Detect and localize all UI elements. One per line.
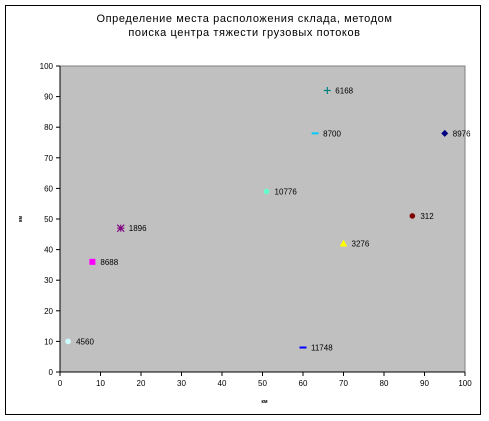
y-tick-label: 0 (49, 368, 54, 377)
data-point-square (89, 258, 96, 265)
x-tick-label: 70 (339, 379, 348, 388)
chart-title-line-2: поиска центра тяжести грузовых потоков (128, 27, 361, 39)
x-tick-label: 60 (299, 379, 308, 388)
y-tick-label: 70 (44, 154, 53, 163)
y-tick-label: 30 (44, 276, 53, 285)
data-point-label: 8976 (453, 129, 471, 138)
x-tick-label: 80 (380, 379, 389, 388)
y-tick-label: 90 (44, 93, 53, 102)
data-point-triangle (339, 239, 348, 247)
x-tick-label: 0 (58, 379, 63, 388)
y-tick-label: 80 (44, 123, 53, 132)
y-axis-label: км (18, 216, 24, 223)
data-point-label: 6168 (335, 86, 353, 95)
x-tick-label: 30 (177, 379, 186, 388)
x-tick-label: 90 (420, 379, 429, 388)
data-point-label: 11748 (311, 344, 333, 353)
y-tick-label: 50 (44, 215, 53, 224)
data-point-label: 1896 (129, 224, 147, 233)
y-tick-label: 100 (40, 62, 54, 71)
y-tick-label: 60 (44, 184, 53, 193)
data-point-circle (65, 338, 71, 345)
data-point-label: 3276 (352, 239, 370, 248)
x-tick-label: 50 (258, 379, 267, 388)
x-tick-label: 40 (218, 379, 227, 388)
x-tick-label: 10 (96, 379, 105, 388)
data-point-label: 4560 (76, 337, 94, 346)
data-point-label: 312 (420, 212, 434, 221)
data-point-circle (409, 213, 416, 219)
data-point-label: 8700 (323, 129, 341, 138)
data-point-star (116, 224, 125, 233)
data-point-diamond (441, 129, 449, 137)
data-point-circle (263, 188, 270, 195)
data-point-dash (311, 132, 319, 135)
plot-background (59, 65, 466, 373)
chart-frame (5, 5, 481, 415)
data-point-plus (323, 86, 331, 94)
x-tick-label: 20 (137, 379, 146, 388)
data-point-label: 8688 (100, 258, 118, 267)
data-point-label: 10776 (275, 187, 298, 196)
x-tick-label: 100 (458, 379, 472, 388)
chart-title-line-1: Определение места расположения склада, м… (96, 13, 393, 25)
y-tick-label: 10 (44, 337, 53, 346)
x-axis-label: км (261, 399, 268, 405)
y-tick-label: 20 (44, 307, 53, 316)
data-point-dash (299, 346, 307, 349)
chart-title: Определение места расположения склада, м… (0, 12, 489, 40)
y-tick-label: 40 (44, 246, 53, 255)
